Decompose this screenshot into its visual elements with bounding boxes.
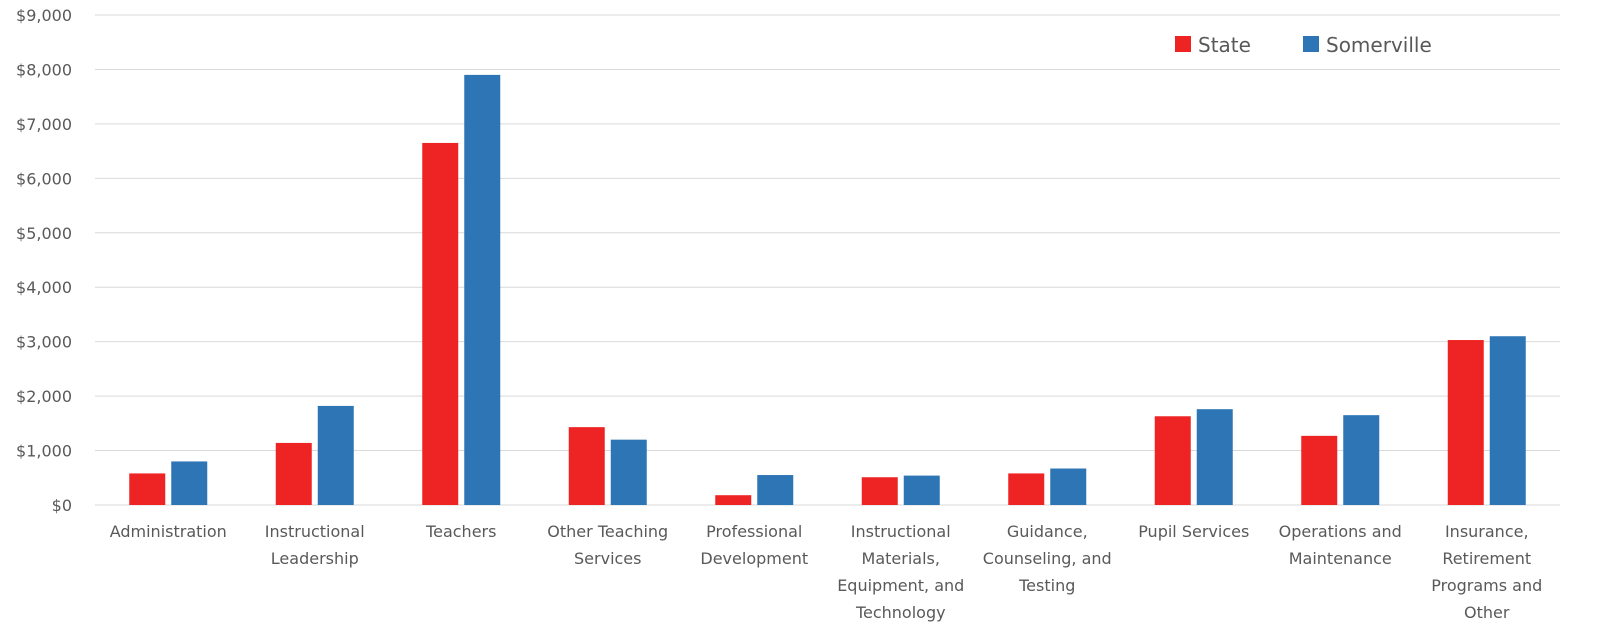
bars [129,74,1526,505]
bar-somerville [1050,468,1087,505]
x-category-label: Administration [110,522,227,541]
y-tick-label: $6,000 [16,169,72,188]
x-category-label-line: Technology [855,603,946,622]
x-category-label: Operations and Maintenance [1279,522,1402,568]
x-category-label: Insurance, Retirement Programs and Other [1431,522,1542,622]
x-category-label-line: Instructional [851,522,951,541]
y-tick-label: $7,000 [16,115,72,134]
x-category-label-line: Equipment, and [837,576,964,595]
x-category-label-line: Other [1464,603,1510,622]
bar-state [129,473,166,505]
bar-somerville [464,74,501,505]
bar-somerville [610,439,647,505]
bar-state [568,427,605,505]
x-category-label: Professional Development [700,522,808,568]
legend-label-somerville: Somerville [1326,33,1432,57]
x-category-label-line: Teachers [425,522,496,541]
x-category-label-line: Maintenance [1289,549,1392,568]
bar-somerville [757,475,794,505]
x-category-label-line: Development [700,549,808,568]
x-category-label-line: Pupil Services [1138,522,1249,541]
x-category-label: Instructional Leadership [265,522,365,568]
bar-state [275,442,312,505]
bar-somerville [1343,415,1380,505]
x-category-label-line: Other Teaching [547,522,668,541]
bar-somerville [1489,336,1526,505]
x-category-label: Guidance, Counseling, and Testing [983,522,1112,595]
x-category-label-line: Professional [706,522,802,541]
y-tick-label: $8,000 [16,60,72,79]
legend-label-state: State [1198,33,1251,57]
x-category-label: Pupil Services [1138,522,1249,541]
x-category-label: Other Teaching Services [547,522,668,568]
x-category-label-line: Instructional [265,522,365,541]
bar-somerville [1196,409,1233,505]
gridlines [95,14,1560,506]
x-category-label-line: Counseling, and [983,549,1112,568]
bar-state [1008,473,1045,505]
legend-swatch-somerville [1303,36,1319,52]
x-axis: Administration Instructional Leadership Tea… [110,522,1543,622]
bar-somerville [903,475,940,505]
bar-state [1447,340,1484,505]
bar-somerville [317,405,354,505]
x-category-label-line: Services [574,549,641,568]
x-category-label-line: Materials, [862,549,940,568]
x-category-label-line: Operations and [1279,522,1402,541]
y-tick-label: $2,000 [16,387,72,406]
y-tick-label: $1,000 [16,442,72,461]
legend: State Somerville [1175,33,1432,57]
y-tick-label: $4,000 [16,278,72,297]
bar-state [422,142,459,505]
y-axis: $0 $1,000 $2,000 $3,000 $4,000 $5,000 $6,000 $7… [16,6,72,515]
x-category-label-line: Insurance, [1445,522,1529,541]
y-tick-label: $0 [52,496,72,515]
x-category-label: Teachers [425,522,496,541]
y-tick-label: $3,000 [16,333,72,352]
bar-state [715,495,752,505]
y-tick-label: $5,000 [16,224,72,243]
legend-swatch-state [1175,36,1191,52]
x-category-label-line: Programs and [1431,576,1542,595]
bar-state [1154,416,1191,505]
x-category-label-line: Retirement [1442,549,1531,568]
x-category-label-line: Guidance, [1007,522,1088,541]
x-category-label-line: Administration [110,522,227,541]
bar-state [1301,435,1338,505]
bar-state [861,477,898,505]
x-category-label-line: Leadership [271,549,359,568]
y-tick-label: $9,000 [16,6,72,25]
x-category-label: Instructional Materials, Equipment, and Tec… [837,522,964,622]
x-category-label-line: Testing [1018,576,1075,595]
bar-somerville [171,461,208,505]
